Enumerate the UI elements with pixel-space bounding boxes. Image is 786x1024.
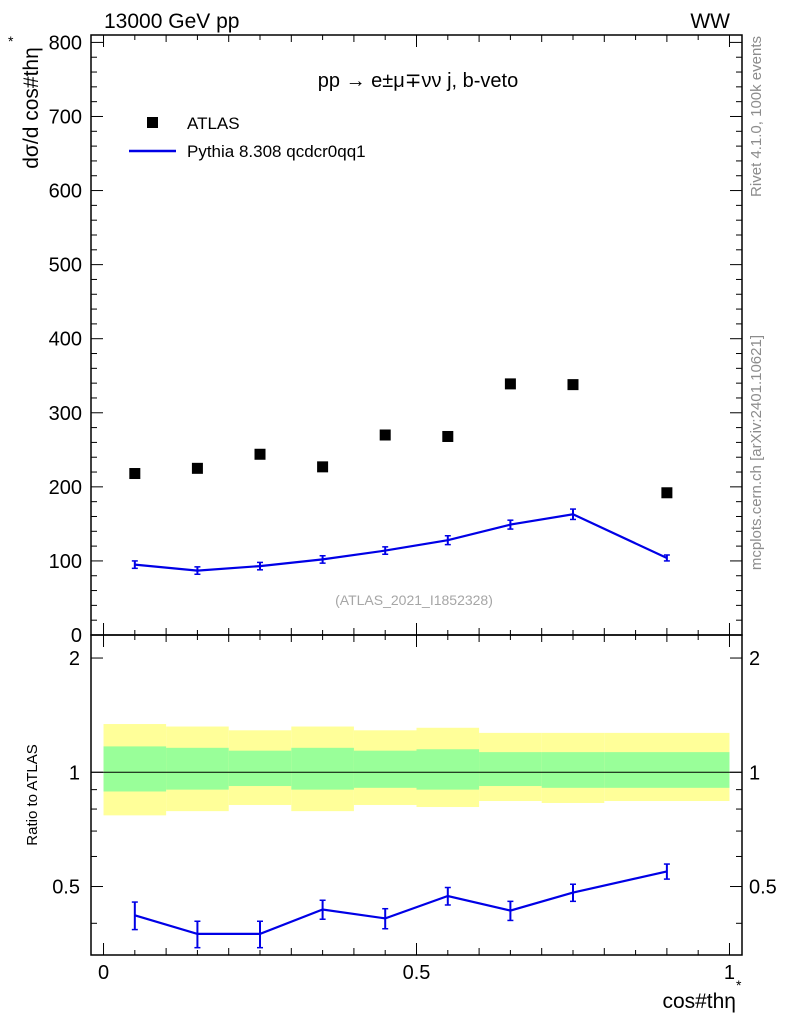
ratio-stat-band bbox=[479, 752, 542, 787]
atlas-data-point bbox=[254, 448, 266, 460]
ratio-stat-band bbox=[103, 746, 167, 792]
ratio-stat-band bbox=[541, 752, 605, 788]
main-y-axis-label-superscript: * bbox=[8, 33, 14, 49]
atlas-data-point bbox=[567, 379, 579, 391]
main-axis-ticks bbox=[91, 35, 742, 636]
ratio-plot-panel: 0.5 0.51 12 2 0 0.5 1 Ratio to ATLAS cos#thη … bbox=[24, 634, 777, 1013]
ratio-stat-band bbox=[166, 747, 229, 790]
header-process-label: WW bbox=[690, 10, 730, 33]
ratio-axis-ticks bbox=[91, 635, 742, 955]
ratio-stat-band bbox=[353, 750, 417, 788]
atlas-data-point bbox=[129, 468, 141, 480]
main-plot-title: pp → e±μ∓νν j, b-veto bbox=[318, 70, 518, 92]
main-y-tick-label: 100 bbox=[49, 551, 82, 573]
atlas-data-point bbox=[504, 378, 516, 390]
atlas-data-point bbox=[661, 487, 673, 499]
ratio-stat-band bbox=[291, 747, 354, 790]
ratio-plot-frame bbox=[90, 634, 743, 956]
ratio-x-tick-label: 0.5 bbox=[403, 962, 431, 984]
atlas-data-series bbox=[129, 378, 673, 499]
ratio-y-tick-label-right: 2 bbox=[749, 648, 760, 670]
ratio-stat-band bbox=[228, 750, 292, 787]
rivet-version-label: Rivet 4.1.0, 100k events bbox=[748, 36, 765, 197]
ratio-x-tick-labels: 0 0.5 1 bbox=[98, 962, 735, 984]
main-y-tick-label: 300 bbox=[49, 403, 82, 425]
ratio-y-tick-label-left: 1 bbox=[69, 762, 80, 784]
atlas-data-point bbox=[442, 430, 454, 442]
ratio-y-tick-label-left: 2 bbox=[69, 648, 80, 670]
analysis-id-label: (ATLAS_2021_I1852328) bbox=[335, 592, 493, 608]
main-y-axis-label: dσ/d cos#thη bbox=[20, 47, 43, 169]
atlas-data-point bbox=[317, 461, 329, 473]
main-y-axis-title: dσ/d cos#thη bbox=[20, 47, 43, 169]
atlas-data-point bbox=[379, 429, 391, 441]
ratio-pythia-series bbox=[131, 863, 670, 949]
main-y-tick-label: 200 bbox=[49, 477, 82, 499]
legend: ATLAS Pythia 8.308 qcdcr0qq1 bbox=[129, 114, 366, 161]
ratio-y-axis-title: Ratio to ATLAS bbox=[24, 744, 41, 845]
x-axis-label-superscript: * bbox=[736, 977, 742, 993]
ratio-uncertainty-bands bbox=[103, 724, 730, 816]
ratio-pythia-clipped bbox=[131, 863, 670, 949]
legend-atlas-label: ATLAS bbox=[187, 114, 240, 133]
legend-atlas-marker bbox=[147, 117, 158, 128]
pythia-series bbox=[131, 508, 670, 576]
ratio-stat-band bbox=[604, 752, 730, 788]
main-y-tick-label: 800 bbox=[49, 32, 82, 54]
main-y-tick-label: 0 bbox=[71, 625, 82, 647]
legend-pythia-label: Pythia 8.308 qcdcr0qq1 bbox=[187, 142, 366, 161]
pythia-line bbox=[134, 513, 668, 572]
main-y-tick-label: 400 bbox=[49, 329, 82, 351]
ratio-y-tick-labels: 0.5 0.5 1 1 2 2 bbox=[52, 648, 777, 898]
ratio-stat-band bbox=[416, 749, 480, 790]
x-axis-label: cos#thη bbox=[662, 990, 736, 1013]
ratio-y-tick-label-left: 0.5 bbox=[52, 877, 80, 899]
ratio-y-tick-label-right: 1 bbox=[749, 762, 760, 784]
ratio-y-tick-label-right: 0.5 bbox=[749, 877, 777, 899]
ratio-x-tick-label: 1 bbox=[724, 962, 735, 984]
main-y-tick-label: 700 bbox=[49, 106, 82, 128]
main-y-tick-label: 500 bbox=[49, 255, 82, 277]
ratio-pythia-line bbox=[134, 870, 668, 936]
main-y-tick-labels: 0 100 200 300 400 500 600 700 800 bbox=[49, 32, 82, 647]
header-energy-label: 13000 GeV pp bbox=[104, 10, 239, 33]
main-plot-panel: 0 100 200 300 400 500 600 700 800 pp → e±μ∓νν j,… bbox=[8, 32, 743, 647]
ratio-y-axis-label: Ratio to ATLAS bbox=[24, 744, 41, 845]
atlas-data-point bbox=[191, 462, 203, 474]
main-y-tick-label: 600 bbox=[49, 181, 82, 203]
ratio-x-tick-label: 0 bbox=[98, 962, 109, 984]
mcplots-url-label: mcplots.cern.ch [arXiv:2401.10621] bbox=[748, 335, 765, 570]
